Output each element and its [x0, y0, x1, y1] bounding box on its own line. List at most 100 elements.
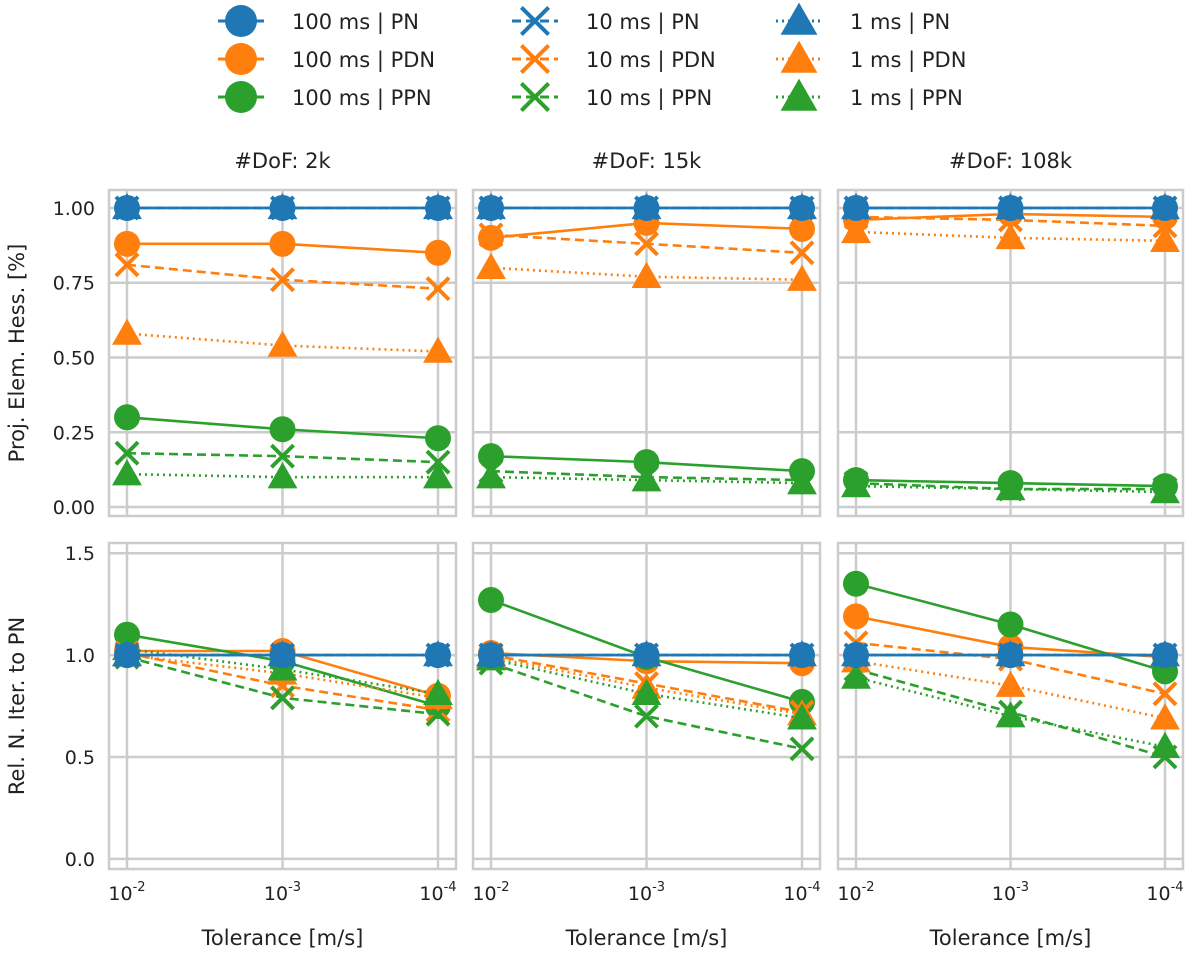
data-point: [841, 640, 871, 667]
data-point: [114, 440, 140, 466]
series-line: [490, 661, 803, 751]
data-point: [112, 192, 142, 220]
series-1-ms-pdn: [841, 216, 1180, 253]
data-point: [114, 252, 140, 278]
legend-entry-100-ms-ppn: 100 ms | PPN: [218, 81, 432, 113]
data-point: [789, 736, 815, 762]
data-point: [114, 404, 140, 431]
data-point: [478, 222, 504, 248]
y-tick-label: 0.50: [53, 347, 95, 369]
series-100-ms-ppn: [114, 404, 451, 452]
data-point: [634, 231, 659, 257]
legend-entry-100-ms-pn: 100 ms | PN: [218, 5, 419, 37]
data-point: [995, 192, 1026, 220]
series-1-ms-ppn: [112, 459, 453, 489]
y-tick-label: 0.25: [53, 422, 95, 444]
y-tick-label: 1.0: [65, 645, 95, 667]
data-point: [425, 276, 451, 302]
x-tick-label: 10-4: [783, 880, 820, 905]
legend-label: 100 ms | PN: [292, 10, 419, 35]
y-tick-label: 1.00: [53, 198, 95, 220]
data-point: [114, 230, 140, 257]
data-point: [789, 240, 815, 266]
data-point: [425, 239, 451, 266]
legend-marker: [780, 78, 818, 111]
series-1-ms-pn: [476, 192, 817, 220]
data-point: [112, 459, 142, 486]
data-point: [423, 640, 453, 667]
series-10-ms-pdn: [478, 222, 815, 266]
data-point: [841, 192, 871, 220]
data-point: [1150, 640, 1180, 667]
x-tick-label: 10-4: [419, 880, 456, 905]
data-point: [995, 640, 1026, 667]
data-point: [631, 192, 662, 220]
data-point: [267, 192, 298, 220]
data-point: [787, 468, 817, 495]
series-line: [490, 657, 803, 720]
data-point: [425, 425, 451, 452]
y-tick-label: 0.75: [53, 273, 95, 295]
data-point: [476, 192, 506, 220]
legend-entry-10-ms-pdn: 10 ms | PDN: [512, 43, 716, 75]
data-point: [843, 570, 869, 597]
legend-marker: [225, 81, 257, 113]
series-line: [855, 676, 1166, 749]
legend-label: 10 ms | PPN: [586, 86, 712, 111]
data-point: [631, 465, 662, 492]
legend-entry-1-ms-ppn: 1 ms | PPN: [776, 78, 963, 111]
data-point: [787, 264, 817, 291]
x-axis-label: Tolerance [m/s]: [201, 926, 364, 950]
legend-label: 1 ms | PDN: [850, 48, 966, 73]
x-tick-label: 10-3: [992, 880, 1029, 905]
data-point: [631, 261, 662, 288]
data-point: [112, 640, 142, 667]
legend-label: 1 ms | PPN: [850, 86, 963, 111]
panel-row1-dof-15k: [471, 188, 822, 518]
data-point: [270, 443, 295, 469]
data-point: [995, 222, 1026, 250]
series-1-ms-ppn: [841, 471, 1180, 504]
data-point: [476, 252, 506, 279]
legend-entry-1-ms-pn: 1 ms | PN: [776, 2, 950, 35]
data-point: [787, 703, 817, 730]
data-point: [841, 216, 871, 244]
data-point: [631, 640, 662, 667]
x-tick-label: 10-3: [628, 880, 665, 905]
series-1-ms-ppn: [841, 662, 1180, 758]
data-point: [267, 462, 298, 489]
data-point: [1152, 681, 1178, 707]
data-point: [423, 192, 453, 220]
panel-title: #DoF: 15k: [592, 149, 703, 173]
series-10-ms-ppn: [114, 440, 451, 475]
legend-marker: [225, 5, 257, 37]
legend-marker: [519, 5, 551, 37]
series-1-ms-pn: [841, 640, 1180, 667]
series-1-ms-pn: [841, 192, 1180, 220]
legend-marker: [519, 43, 551, 75]
y-tick-label: 1.5: [65, 543, 95, 565]
series-1-ms-pdn: [476, 252, 817, 291]
legend-marker: [519, 81, 551, 113]
data-point: [269, 416, 296, 443]
y-tick-label: 0.00: [53, 497, 95, 519]
legend-label: 1 ms | PN: [850, 10, 950, 35]
legend-marker: [225, 43, 257, 75]
panel-title: #DoF: 2k: [234, 149, 331, 173]
panel-row2-dof-15k: [471, 541, 822, 871]
x-tick-label: 10-4: [1146, 880, 1183, 905]
data-point: [267, 640, 298, 667]
legend-label: 100 ms | PDN: [292, 48, 435, 73]
legend-entry-10-ms-pn: 10 ms | PN: [512, 5, 700, 37]
data-point: [267, 330, 298, 357]
legend-label: 10 ms | PDN: [586, 48, 716, 73]
data-point: [995, 701, 1026, 728]
data-point: [1150, 192, 1180, 220]
panels: [107, 188, 1185, 871]
panel-title: #DoF: 108k: [949, 149, 1073, 173]
y-axis-label: Rel. N. Iter. to PN: [5, 617, 29, 795]
data-point: [270, 685, 295, 711]
x-tick-label: 10-3: [264, 880, 301, 905]
series-1-ms-pn: [112, 192, 453, 220]
data-point: [270, 267, 295, 293]
